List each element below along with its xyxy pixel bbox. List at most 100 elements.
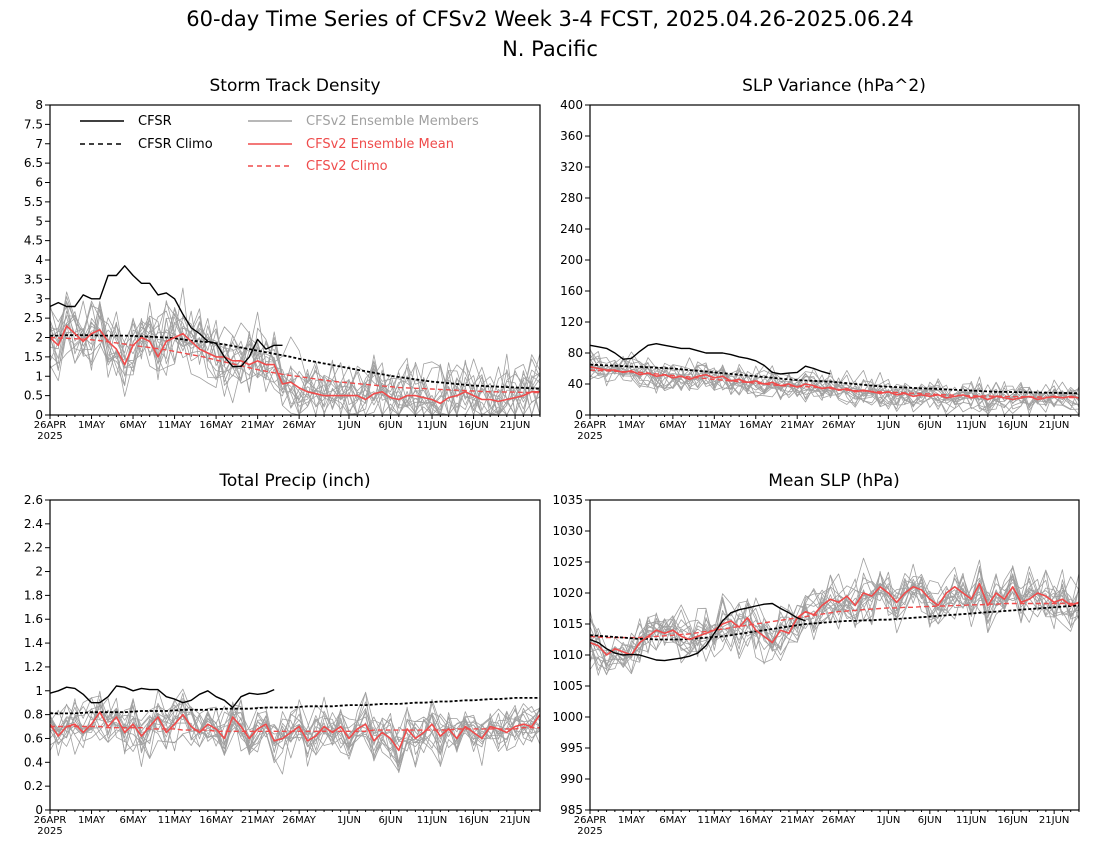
x-tick-label: 1JUN: [876, 420, 900, 431]
y-tick-label: 0: [35, 803, 43, 817]
y-tick-label: 1: [35, 369, 43, 383]
y-tick-label: 2: [35, 565, 43, 579]
x-tick-label: 11MAY: [698, 815, 732, 826]
ensemble-mean-line: [590, 366, 1079, 401]
y-tick-label: 40: [568, 377, 583, 391]
ensemble-member-line: [590, 557, 1079, 673]
ensemble-member-line: [590, 574, 1079, 662]
x-tick-label: 1MAY: [618, 815, 646, 826]
y-tick-label: 0.5: [24, 389, 43, 403]
x-tick-label: 16MAY: [739, 815, 773, 826]
y-tick-label: 160: [560, 284, 583, 298]
plot-frame: [589, 499, 1080, 811]
y-tick-label: 1.6: [24, 612, 43, 626]
y-tick-label: 1.4: [24, 636, 43, 650]
cfsv2-climo-line: [590, 602, 1079, 639]
plot-area: [50, 685, 540, 775]
figure-subtitle: N. Pacific: [502, 37, 598, 61]
x-tick-label: 26MAY: [822, 815, 856, 826]
y-tick-label: 0: [575, 408, 583, 422]
y-tick-label: 2.2: [24, 541, 43, 555]
y-tick-label: 1035: [552, 493, 583, 507]
x-tick-label: 1MAY: [618, 420, 646, 431]
legend-label-cfsr-climo: CFSR Climo: [138, 137, 213, 152]
ensemble-member-line: [50, 698, 540, 768]
panel-title: Mean SLP (hPa): [768, 471, 900, 491]
x-tick-label: 11JUN: [417, 420, 447, 431]
y-tick-label: 1025: [552, 555, 583, 569]
cfsr-line: [590, 602, 806, 662]
x-tick-label: 26MAY: [282, 420, 316, 431]
y-tick-label: 4: [35, 253, 43, 267]
y-tick-label: 1.8: [24, 588, 43, 602]
x-tick-label: 6MAY: [659, 420, 687, 431]
x-tick-label: 16MAY: [199, 815, 233, 826]
panel-title: SLP Variance (hPa^2): [742, 76, 926, 96]
plot-area: [590, 557, 1079, 676]
ensemble-mean-line: [50, 711, 540, 752]
ensemble-member-line: [50, 296, 540, 415]
y-tick-label: 1.2: [24, 660, 43, 674]
y-tick-label: 200: [560, 253, 583, 267]
x-tick-label: 1MAY: [78, 815, 106, 826]
x-tick-label: 1JUN: [876, 815, 900, 826]
plot-area: [590, 343, 1079, 415]
cfsr-line: [590, 343, 831, 375]
x-tick-label: 26APR: [574, 815, 607, 826]
ensemble-mean-line: [590, 582, 1079, 656]
x-tick-label: 26APR: [34, 815, 67, 826]
x-tick-label: 21JUN: [1039, 420, 1069, 431]
ensemble-mean-line: [50, 325, 540, 405]
x-tick-label: 11JUN: [417, 815, 447, 826]
plot-frame: [589, 104, 1080, 416]
panel-3: Total Precip (inch) 0 0.2 0.4 0.6 0.8 1 1.2 1.4 1…: [24, 471, 541, 837]
panel-4: Mean SLP (hPa) 985 990 995 1000 1005 1010 1015 1…: [552, 471, 1080, 837]
x-tick-label: 1JUN: [337, 420, 361, 431]
x-tick-label: 1JUN: [337, 815, 361, 826]
x-tick-label: 6JUN: [378, 420, 402, 431]
legend-label-cfsr: CFSR: [138, 114, 172, 129]
y-tick-label: 4.5: [24, 234, 43, 248]
cfsr-climo-line: [590, 363, 1079, 395]
cfsv2-climo-line: [50, 336, 540, 394]
y-tick-label: 1: [35, 684, 43, 698]
ensemble-member-line: [50, 300, 540, 415]
x-tick-label: 6JUN: [918, 815, 942, 826]
ensemble-member-line: [50, 698, 540, 763]
y-tick-label: 985: [560, 803, 583, 817]
x-tick-label: 6MAY: [119, 420, 147, 431]
ensemble-member-line: [50, 697, 540, 767]
x-tick-label: 26MAY: [282, 815, 316, 826]
y-tick-label: 0.4: [24, 755, 43, 769]
x-tick-label: 21MAY: [780, 420, 814, 431]
x-tick-label: 16JUN: [997, 420, 1027, 431]
x-tick-label: 26APR: [34, 420, 67, 431]
y-tick-label: 2.6: [24, 493, 43, 507]
legend-label-cfsv2-climo: CFSv2 Climo: [306, 159, 388, 174]
y-tick-label: 400: [560, 98, 583, 112]
x-tick-label: 26APR: [574, 420, 607, 431]
y-tick-label: 5: [35, 214, 43, 228]
ensemble-member-line: [590, 574, 1079, 676]
ensemble-member-line: [590, 574, 1079, 670]
x-tick-label: 6MAY: [119, 815, 147, 826]
cfsr-climo-line: [50, 334, 540, 390]
y-tick-label: 7: [35, 137, 43, 151]
cfsr-line: [50, 265, 283, 368]
panel-2: SLP Variance (hPa^2) 0 40 80 120 160 200 240 280…: [560, 76, 1080, 442]
x-tick-label: 21JUN: [1039, 815, 1069, 826]
panel-title: Total Precip (inch): [218, 471, 370, 491]
ensemble-member-line: [590, 573, 1079, 660]
y-tick-label: 1010: [552, 648, 583, 662]
panel-1: Storm Track Density 0 0.5 1 1.5 2 2.5 3 3.5 4 4.5 5…: [24, 76, 541, 442]
y-tick-label: 0.2: [24, 779, 43, 793]
y-tick-label: 3.5: [24, 272, 43, 286]
x-tick-label: 16JUN: [458, 815, 488, 826]
x-year-label: 2025: [577, 431, 602, 442]
ensemble-member-line: [50, 300, 540, 415]
x-tick-label: 16JUN: [997, 815, 1027, 826]
cfsr-line: [50, 685, 275, 709]
x-tick-label: 16MAY: [739, 420, 773, 431]
